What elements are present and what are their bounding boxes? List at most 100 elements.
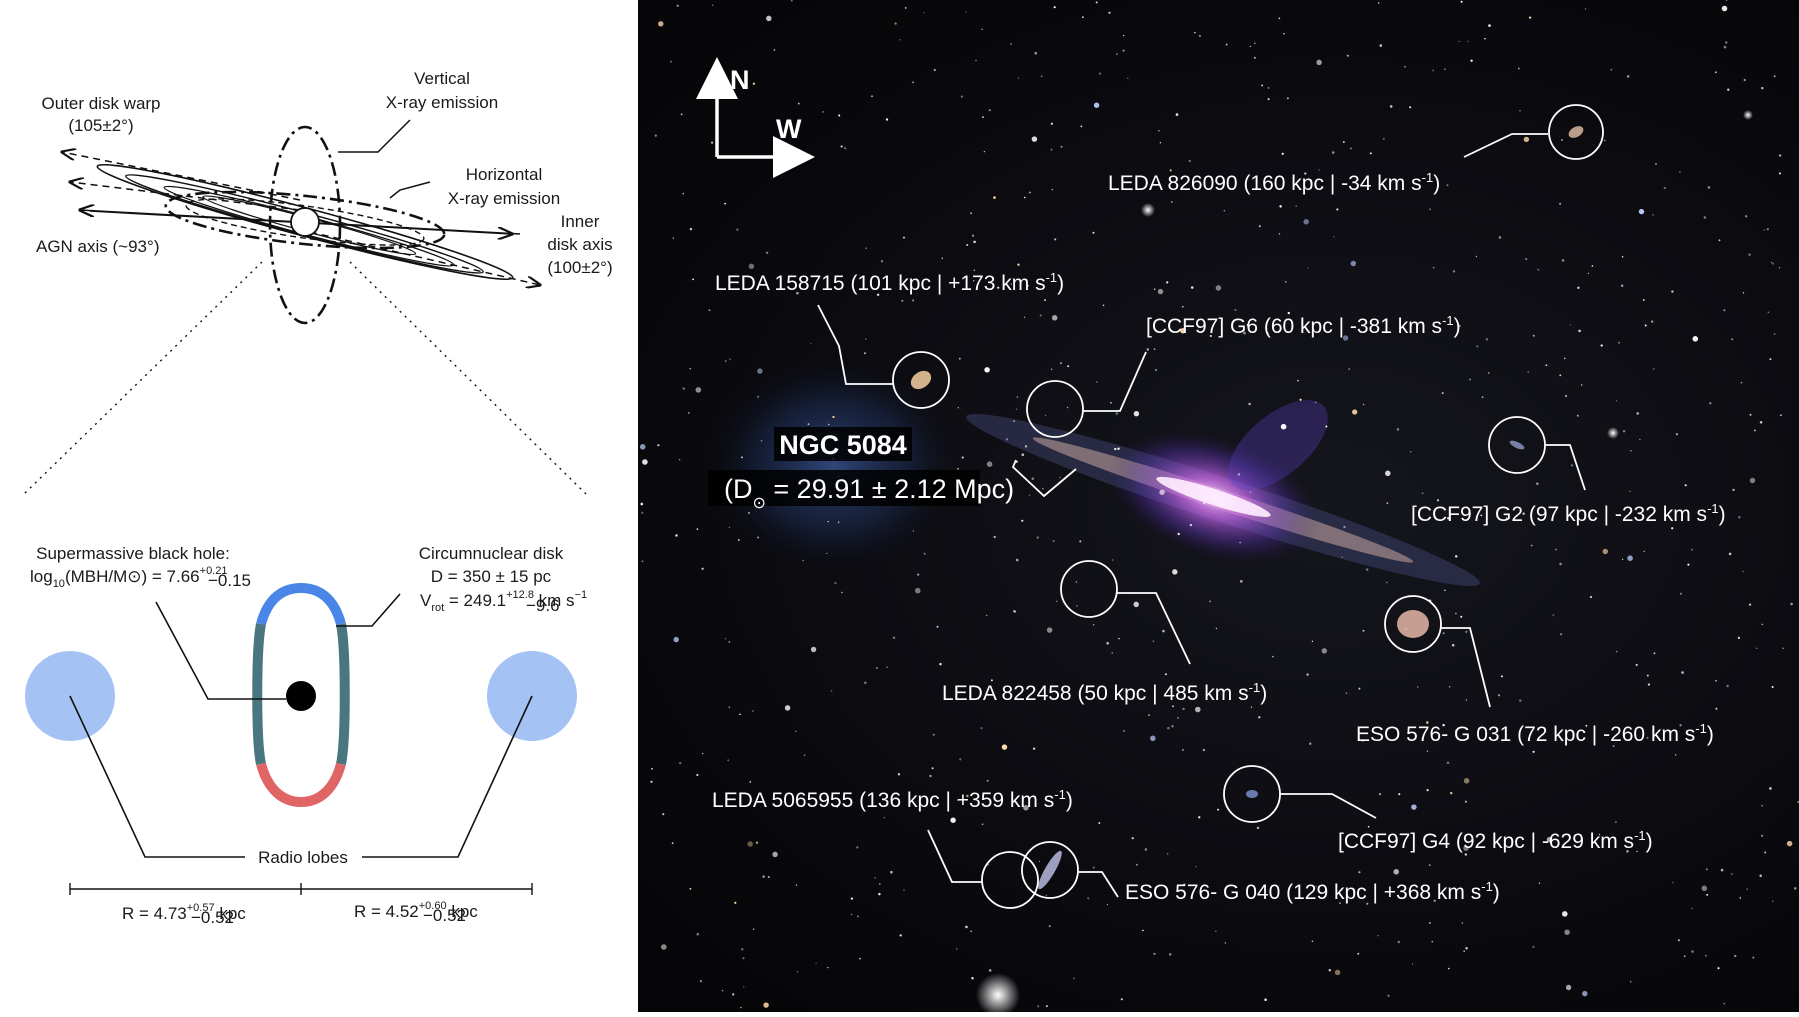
star (1334, 969, 1341, 976)
radius-right: R = 4.52+0.60 kpc (354, 900, 478, 921)
star (1576, 414, 1579, 417)
star (912, 81, 914, 84)
eso-576-g040-blob (1038, 850, 1062, 890)
leda-822458-circle (1060, 560, 1118, 618)
star (1060, 362, 1062, 365)
star (936, 625, 939, 628)
star (1325, 425, 1328, 428)
star (1715, 679, 1717, 682)
leda-158715-label: LEDA 158715 (101 kpc | +173 km s-1) (715, 270, 1064, 295)
star (1297, 379, 1299, 382)
star (1387, 994, 1390, 997)
ccf97-g4-label: [CCF97] G4 (92 kpc | -629 km s-1) (1338, 828, 1653, 853)
star (1455, 729, 1457, 732)
star (1023, 805, 1029, 811)
star (1628, 511, 1632, 515)
star (1079, 540, 1082, 543)
star (1398, 793, 1401, 796)
star (1024, 445, 1028, 448)
star (1182, 749, 1184, 751)
star (1093, 102, 1100, 108)
leda-822458-label: LEDA 822458 (50 kpc | 485 km s-1) (942, 680, 1267, 705)
star (1559, 374, 1562, 377)
eso-576-g031-label: ESO 576- G 031 (72 kpc | -260 km s-1) (1356, 721, 1714, 746)
star (1793, 887, 1797, 890)
star (1706, 893, 1709, 896)
star (1442, 723, 1445, 727)
star (696, 932, 700, 936)
star (736, 228, 739, 231)
star (1517, 67, 1520, 70)
star (1122, 34, 1125, 37)
star (1195, 866, 1197, 868)
star (1015, 558, 1019, 562)
star (1150, 735, 1156, 742)
star (1321, 648, 1328, 654)
star (1426, 721, 1429, 724)
star (1108, 11, 1111, 14)
star (1116, 53, 1118, 55)
star (1106, 903, 1109, 906)
star (1756, 647, 1758, 649)
star (1532, 945, 1535, 948)
star (838, 114, 841, 117)
star (950, 817, 956, 823)
star (834, 581, 837, 585)
star (850, 913, 853, 916)
star (679, 761, 682, 765)
star (1215, 627, 1218, 630)
star (1059, 476, 1061, 479)
star (1378, 793, 1382, 796)
star (765, 251, 769, 255)
star (1171, 201, 1173, 203)
compass-n: N (730, 65, 750, 95)
star (980, 727, 983, 730)
vertical-xray-label-2: X-ray emission (386, 93, 498, 112)
star (1538, 882, 1541, 884)
star (721, 989, 724, 992)
star (748, 512, 750, 514)
star (1106, 641, 1110, 645)
star (1169, 169, 1172, 172)
star (767, 875, 770, 879)
star (1386, 581, 1388, 584)
star (1146, 348, 1150, 351)
leda-5065955-label: LEDA 5065955 (136 kpc | +359 km s-1) (712, 787, 1073, 812)
star (988, 109, 991, 112)
star (1175, 113, 1179, 116)
eso-576-g031-circle (1384, 595, 1442, 653)
star (1603, 139, 1606, 142)
star (1500, 675, 1503, 678)
leda-826090-circle (1548, 104, 1604, 160)
star (1537, 268, 1540, 271)
star (826, 552, 828, 555)
star (912, 530, 915, 532)
star (654, 134, 657, 137)
star (1032, 747, 1036, 750)
star (1570, 464, 1574, 467)
star (650, 780, 653, 783)
star (965, 925, 968, 929)
star (1532, 750, 1535, 753)
star (1237, 473, 1241, 476)
star (856, 846, 859, 849)
cnd-ring-receding (256, 762, 346, 808)
leda-826090-label: LEDA 826090 (160 kpc | -34 km s-1) (1108, 170, 1440, 195)
star (675, 534, 678, 537)
star (1559, 562, 1562, 566)
vertical-label-leader (338, 119, 411, 153)
star (1054, 238, 1057, 241)
ngc-name-bg (774, 427, 912, 461)
star (1451, 643, 1455, 647)
star (1612, 745, 1615, 747)
star (1433, 899, 1436, 902)
star (1159, 141, 1162, 144)
star (902, 236, 906, 239)
star (988, 969, 992, 972)
star (966, 243, 969, 247)
star (1352, 409, 1358, 415)
star (1778, 172, 1781, 175)
star (917, 573, 920, 576)
bright-star-bottom (976, 973, 1020, 1012)
star (1749, 477, 1756, 484)
